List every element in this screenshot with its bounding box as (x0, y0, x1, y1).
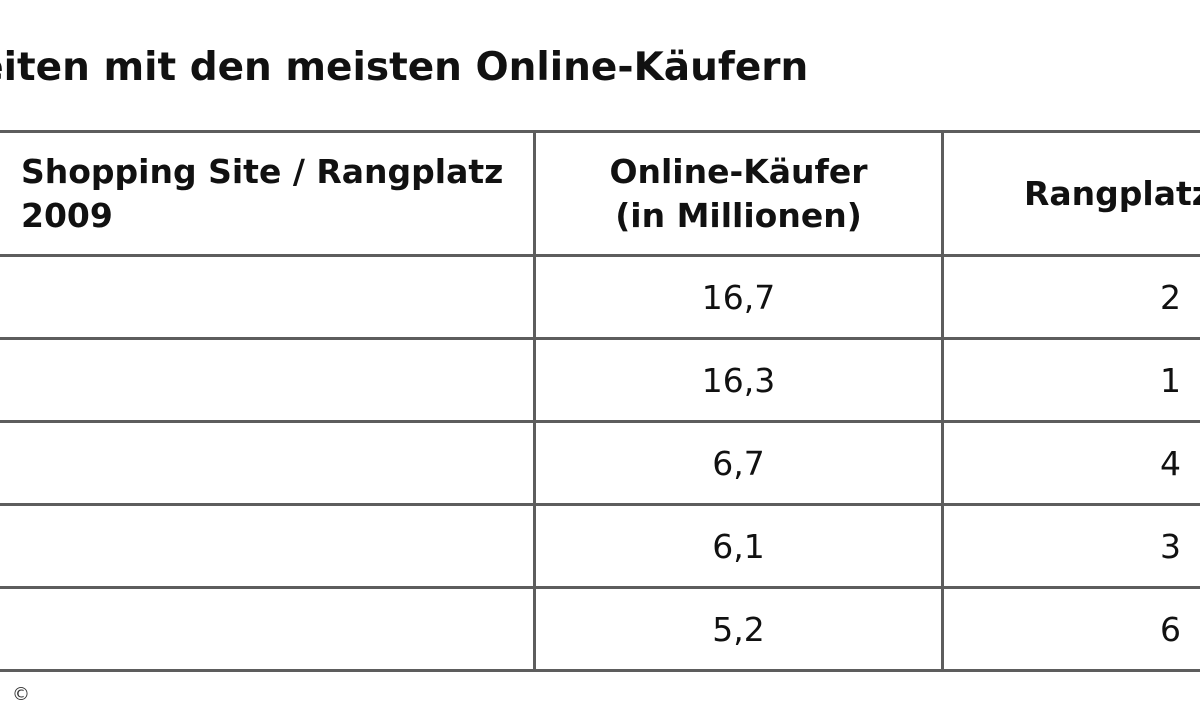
column-header-rank-label: Rangplatz (1024, 173, 1200, 213)
table-row: 16,3 1 (0, 337, 1200, 423)
site-cell: e (0, 254, 536, 340)
rank-cell: 3 (941, 503, 1200, 589)
rank-value: 4 (1160, 443, 1181, 483)
column-header-site: Shopping Site / Rangplatz 2009 (0, 130, 536, 257)
buyers-cell: 6,1 (533, 503, 944, 589)
buyers-cell: 16,7 (533, 254, 944, 340)
page-title: Webseiten mit den meisten Online-Käufern (0, 45, 809, 90)
buyers-cell: 6,7 (533, 420, 944, 506)
rank-cell: 4 (941, 420, 1200, 506)
shopping-sites-table: Shopping Site / Rangplatz 2009 Online-Kä… (0, 130, 1200, 672)
table-row: 6,7 4 (0, 420, 1200, 506)
column-header-buyers-line1: Online-Käufer (609, 151, 868, 191)
rank-value: 2 (1160, 277, 1181, 317)
site-cell (0, 420, 536, 506)
table-row: e 5,2 6 (0, 586, 1200, 672)
rank-value: 1 (1160, 360, 1181, 400)
table-row: 6,1 3 (0, 503, 1200, 589)
copyright-mark: © (12, 684, 30, 705)
site-cell (0, 503, 536, 589)
rank-cell: 2 (941, 254, 1200, 340)
rank-cell: 1 (941, 337, 1200, 423)
site-cell (0, 337, 536, 423)
column-header-buyers: Online-Käufer (in Millionen) (533, 130, 944, 257)
rank-cell: 6 (941, 586, 1200, 672)
column-header-rank: Rangplatz (941, 130, 1200, 257)
buyers-cell: 16,3 (533, 337, 944, 423)
table-row: e 16,7 2 (0, 254, 1200, 340)
rank-value: 6 (1160, 609, 1181, 649)
column-header-buyers-line2: (in Millionen) (615, 195, 862, 235)
table-container: Shopping Site / Rangplatz 2009 Online-Kä… (0, 130, 1200, 672)
site-cell: e (0, 586, 536, 672)
table-header-row: Shopping Site / Rangplatz 2009 Online-Kä… (0, 130, 1200, 257)
rank-value: 3 (1160, 526, 1181, 566)
buyers-cell: 5,2 (533, 586, 944, 672)
